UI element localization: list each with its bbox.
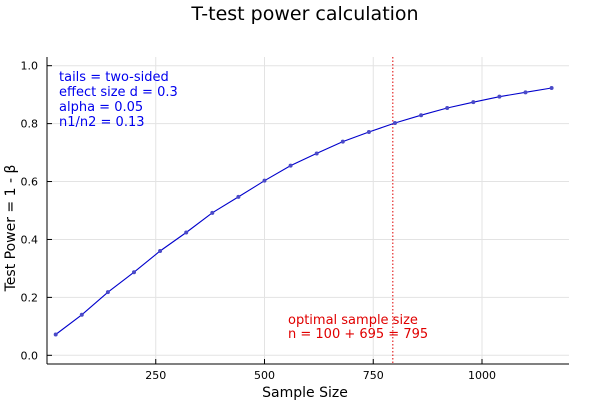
y-tick-label: 0.8 bbox=[21, 118, 39, 131]
power-data-point bbox=[471, 100, 476, 105]
power-data-point bbox=[262, 178, 267, 183]
power-data-point bbox=[419, 113, 424, 118]
grid-layer bbox=[47, 57, 569, 364]
power-data-point bbox=[340, 139, 345, 144]
y-tick-label: 1.0 bbox=[21, 60, 39, 73]
power-data-point bbox=[236, 194, 241, 199]
x-axis-label: Sample Size bbox=[262, 385, 348, 400]
power-curve-line bbox=[55, 87, 552, 335]
annotation-line: optimal sample size bbox=[288, 313, 418, 328]
power-data-point bbox=[549, 85, 554, 90]
x-tick-label: 1000 bbox=[468, 369, 496, 382]
power-data-point bbox=[366, 130, 371, 135]
power-data-point bbox=[497, 94, 502, 99]
x-tick-label: 500 bbox=[254, 369, 275, 382]
power-data-point bbox=[393, 121, 397, 126]
y-axis-label: Test Power = 1 - β bbox=[3, 165, 19, 293]
annotation-line: n = 100 + 695 = 795 bbox=[288, 327, 428, 342]
y-tick-label: 0.6 bbox=[21, 176, 39, 189]
power-data-point bbox=[184, 230, 189, 235]
y-tick-label: 0.2 bbox=[21, 291, 39, 304]
series-layer bbox=[53, 85, 554, 337]
power-data-point bbox=[523, 90, 528, 95]
power-data-point bbox=[79, 312, 84, 317]
info-line: n1/n2 = 0.13 bbox=[59, 115, 145, 130]
info-line: alpha = 0.05 bbox=[59, 100, 143, 115]
info-line: tails = two-sided bbox=[59, 70, 169, 85]
y-tick-label: 0.0 bbox=[21, 349, 39, 362]
power-data-point bbox=[314, 151, 319, 156]
x-tick-label: 250 bbox=[145, 369, 166, 382]
chart-title: T-test power calculation bbox=[190, 3, 418, 25]
info-line: effect size d = 0.3 bbox=[59, 85, 178, 100]
power-data-point bbox=[158, 249, 163, 254]
power-data-point bbox=[53, 332, 58, 337]
power-data-point bbox=[210, 210, 215, 215]
y-tick-label: 0.4 bbox=[21, 233, 39, 246]
tick-layer: 250 500 750 1000 0.0 0.2 0.4 0.6 0.8 1.0 bbox=[21, 60, 497, 382]
power-data-point bbox=[105, 290, 110, 295]
x-tick-label: 750 bbox=[363, 369, 384, 382]
power-data-point bbox=[288, 163, 293, 168]
power-data-point bbox=[132, 270, 136, 275]
power-data-point bbox=[445, 105, 450, 110]
